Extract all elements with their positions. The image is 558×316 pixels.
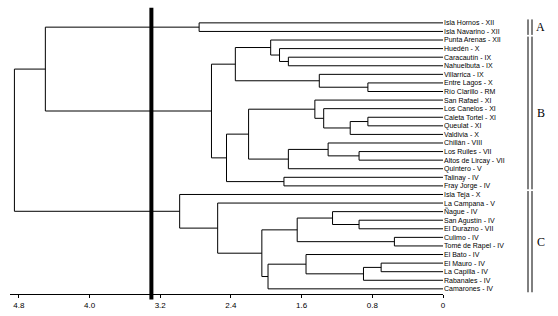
svg-text:4.8: 4.8 <box>13 301 25 310</box>
svg-text:Valdivia - X: Valdivia - X <box>444 131 479 138</box>
svg-text:Quintero - V: Quintero - V <box>444 165 482 173</box>
svg-text:Caracautín - IX: Caracautín - IX <box>444 54 491 61</box>
svg-text:Fray Jorge - IV: Fray Jorge - IV <box>444 182 491 190</box>
svg-text:Los Ruiles - VII: Los Ruiles - VII <box>444 148 492 155</box>
svg-text:El Durazno - VII: El Durazno - VII <box>444 225 493 232</box>
svg-text:Nahuelbuta - IX: Nahuelbuta - IX <box>444 62 493 69</box>
svg-text:Entre Lagos - X: Entre Lagos - X <box>444 79 493 87</box>
svg-text:Altos de Lircay - VII: Altos de Lircay - VII <box>444 157 505 165</box>
svg-text:Queulat - XI: Queulat - XI <box>444 122 481 130</box>
svg-text:El Mauro - IV: El Mauro - IV <box>444 260 485 267</box>
svg-text:0: 0 <box>441 301 446 310</box>
svg-text:3.2: 3.2 <box>155 301 167 310</box>
svg-text:A: A <box>536 20 545 34</box>
svg-text:Ñague - IV: Ñague - IV <box>444 207 478 216</box>
svg-text:Los Canelos - XI: Los Canelos - XI <box>444 105 496 112</box>
svg-text:Camarones - IV: Camarones - IV <box>444 285 493 292</box>
svg-text:Tomé de Rapel - IV: Tomé de Rapel - IV <box>444 242 504 250</box>
svg-text:Rabanales - IV: Rabanales - IV <box>444 277 491 284</box>
svg-text:C: C <box>537 235 545 249</box>
svg-text:Talinay - IV: Talinay - IV <box>444 174 479 182</box>
svg-text:0.8: 0.8 <box>367 301 379 310</box>
svg-text:Isla Teja - X: Isla Teja - X <box>444 191 481 199</box>
svg-text:Villarrica - IX: Villarrica - IX <box>444 71 484 78</box>
svg-text:B: B <box>537 106 545 120</box>
svg-text:4.0: 4.0 <box>84 301 96 310</box>
svg-text:Caleta Tortel - XI: Caleta Tortel - XI <box>444 114 496 121</box>
svg-text:La Campana - V: La Campana - V <box>444 200 495 208</box>
svg-text:Río Clarillo - RM: Río Clarillo - RM <box>444 88 496 95</box>
svg-text:Chillán - VIII: Chillán - VIII <box>444 139 482 146</box>
svg-text:2.4: 2.4 <box>225 301 237 310</box>
svg-text:Huedén - X: Huedén - X <box>444 45 480 52</box>
svg-text:San Rafael - XI: San Rafael - XI <box>444 97 492 104</box>
svg-text:El Bato - IV: El Bato - IV <box>444 251 480 258</box>
svg-text:1.6: 1.6 <box>296 301 308 310</box>
svg-text:Isla Navarino - XII: Isla Navarino - XII <box>444 28 500 35</box>
svg-text:San Agustín - IV: San Agustín - IV <box>444 217 495 225</box>
svg-text:Isla Hornos - XII: Isla Hornos - XII <box>444 19 494 26</box>
svg-text:Punta Arenas - XII: Punta Arenas - XII <box>444 36 501 43</box>
svg-text:La Capilla - IV: La Capilla - IV <box>444 268 488 276</box>
svg-text:Culimo - IV: Culimo - IV <box>444 234 479 241</box>
